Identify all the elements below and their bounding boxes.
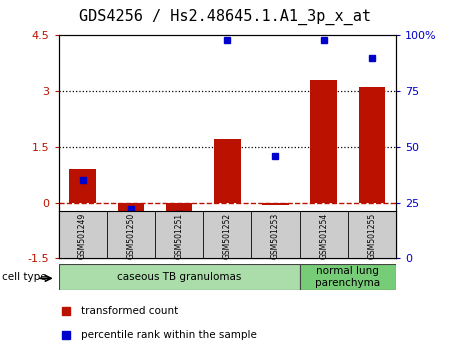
FancyBboxPatch shape: [300, 264, 396, 290]
Text: percentile rank within the sample: percentile rank within the sample: [81, 330, 257, 341]
Bar: [310, 80, 337, 202]
Text: cell type: cell type: [2, 272, 47, 282]
Text: normal lung
parenchyma: normal lung parenchyma: [315, 266, 380, 288]
Text: GSM501254: GSM501254: [319, 213, 328, 259]
Text: GSM501253: GSM501253: [271, 213, 280, 259]
Bar: [166, 202, 192, 242]
Text: transformed count: transformed count: [81, 306, 179, 316]
FancyBboxPatch shape: [58, 264, 300, 290]
Text: GDS4256 / Hs2.48645.1.A1_3p_x_at: GDS4256 / Hs2.48645.1.A1_3p_x_at: [79, 9, 371, 25]
Bar: [117, 202, 144, 214]
Text: GSM501249: GSM501249: [78, 213, 87, 259]
Text: caseous TB granulomas: caseous TB granulomas: [117, 272, 241, 282]
Bar: [69, 169, 96, 202]
Text: GSM501250: GSM501250: [126, 213, 135, 259]
Bar: [359, 87, 385, 202]
Text: GSM501251: GSM501251: [175, 213, 184, 259]
Text: GSM501252: GSM501252: [223, 213, 232, 259]
Text: GSM501255: GSM501255: [367, 213, 376, 259]
Bar: [214, 139, 240, 202]
Bar: [262, 202, 289, 205]
